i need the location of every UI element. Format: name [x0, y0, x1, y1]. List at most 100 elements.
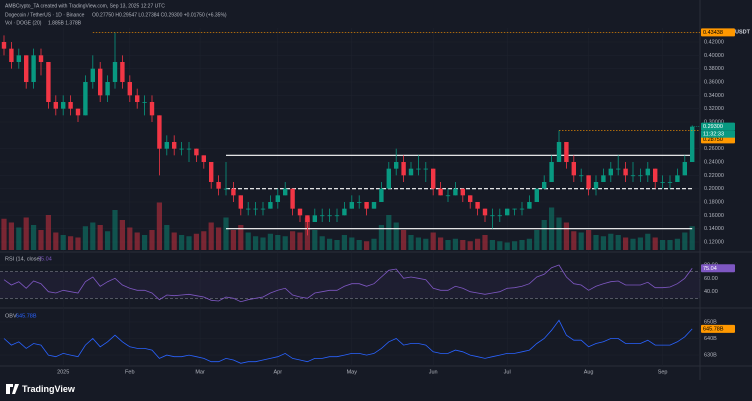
volume-bar: [452, 238, 458, 250]
y-tick-label: 640B: [704, 336, 717, 342]
volume-bar: [105, 231, 111, 250]
candle-body: [623, 168, 628, 176]
candle-body: [460, 188, 465, 196]
candle-body: [438, 188, 443, 196]
volume-bar: [386, 215, 392, 250]
volume-bar: [193, 233, 199, 250]
candle-body: [653, 168, 658, 182]
ohlc: O0.27750 H0.29547 L0.27384 C0.29300 +0.0…: [92, 12, 227, 18]
marker-box: [701, 28, 735, 37]
indicator-value-box: [701, 264, 735, 273]
pane-value: 75.04: [38, 256, 52, 262]
y-tick-label: 0.12000: [704, 239, 724, 245]
volume-label: Vol · DOGE (20): [5, 20, 42, 26]
volume-bar: [334, 240, 340, 250]
candle-body: [675, 175, 680, 182]
candle-body: [601, 175, 606, 182]
candle-body: [216, 182, 221, 189]
candle-body: [238, 195, 243, 209]
volume-bar: [674, 238, 680, 250]
y-tick-label: 0.26000: [704, 146, 724, 152]
volume-bar: [97, 225, 103, 250]
candle-body: [312, 215, 317, 222]
logo-icon: [6, 384, 19, 394]
volume-bar: [593, 235, 599, 250]
volume-bar: [393, 222, 399, 250]
volume-bar: [267, 233, 273, 250]
volume-bar: [31, 225, 37, 250]
rsi-band-fill: [0, 271, 700, 299]
candle-body: [1, 42, 7, 49]
volume-bar: [401, 230, 407, 250]
volume-bar: [149, 230, 155, 250]
volume-bar: [238, 225, 244, 250]
volume-bar: [460, 240, 466, 250]
volume-bar: [156, 202, 162, 250]
last-price-box: [701, 122, 735, 131]
pane-title: RSI (14, close): [5, 256, 42, 262]
volume-bar: [90, 222, 96, 250]
y-tick-label: 60.00: [704, 276, 718, 282]
indicator-line: [3, 264, 693, 303]
x-tick-label: Sep: [658, 369, 668, 375]
y-tick-label: 0.20000: [704, 186, 724, 192]
volume-bar: [615, 235, 621, 250]
volume-bar: [127, 227, 133, 250]
volume-bar: [8, 222, 14, 250]
volume-bar: [415, 237, 421, 250]
indicator-value-text: 645.78B: [703, 326, 724, 332]
y-tick-label: 0.40000: [704, 53, 724, 59]
volume-bar: [364, 241, 370, 250]
volume-bar: [563, 222, 569, 250]
volume-bar: [608, 233, 614, 250]
candle-body: [246, 208, 251, 210]
marker-text: 0.28750: [703, 137, 723, 143]
x-tick-label: Feb: [125, 369, 134, 375]
volume-bar: [682, 232, 688, 250]
volume-bar: [689, 226, 695, 250]
countdown: 11:32:33: [703, 132, 724, 138]
volume-bar: [586, 230, 592, 250]
volume-bar: [75, 237, 81, 250]
y-tick-label: 650B: [704, 319, 717, 325]
countdown-box: [701, 130, 735, 138]
logo-text: TradingView: [22, 384, 76, 394]
candle-body: [75, 108, 81, 116]
y-tick-label: 0.22000: [704, 173, 724, 179]
volume-bar: [430, 232, 436, 250]
candle-body: [253, 208, 258, 210]
candle-body: [364, 202, 369, 209]
candle-body: [90, 68, 95, 82]
candle-body: [334, 215, 340, 217]
x-tick-label: Mar: [195, 369, 205, 375]
candle-body: [290, 188, 295, 209]
y-tick-label: 0.34000: [704, 93, 724, 99]
candle-body: [61, 102, 66, 109]
candle-body: [593, 182, 599, 189]
candle-body: [527, 202, 532, 209]
volume-bar: [378, 225, 384, 250]
x-tick-label: Aug: [584, 369, 594, 375]
y-tick-label: 0.14000: [704, 226, 724, 232]
candle-body: [645, 168, 650, 176]
volume-bar: [489, 240, 495, 250]
volume-bar: [349, 237, 355, 250]
candle-body: [98, 68, 103, 96]
indicator-line: [3, 319, 693, 364]
candle-body: [260, 208, 266, 210]
indicator-value-text: 75.04: [703, 266, 717, 272]
candle-body: [157, 115, 162, 149]
volume-bar: [82, 226, 88, 250]
volume-bar: [475, 238, 481, 250]
y-tick-label: 0.32000: [704, 106, 724, 112]
x-tick-label: Jun: [429, 369, 438, 375]
candle-body: [9, 48, 14, 62]
volume-bar: [556, 217, 562, 250]
candle-body: [608, 168, 613, 176]
candle-body: [179, 148, 184, 150]
candle-body: [275, 195, 280, 202]
volume-bar: [445, 240, 451, 250]
candle-body: [401, 162, 406, 176]
volume-bar: [356, 240, 362, 250]
volume-bar: [260, 237, 266, 250]
